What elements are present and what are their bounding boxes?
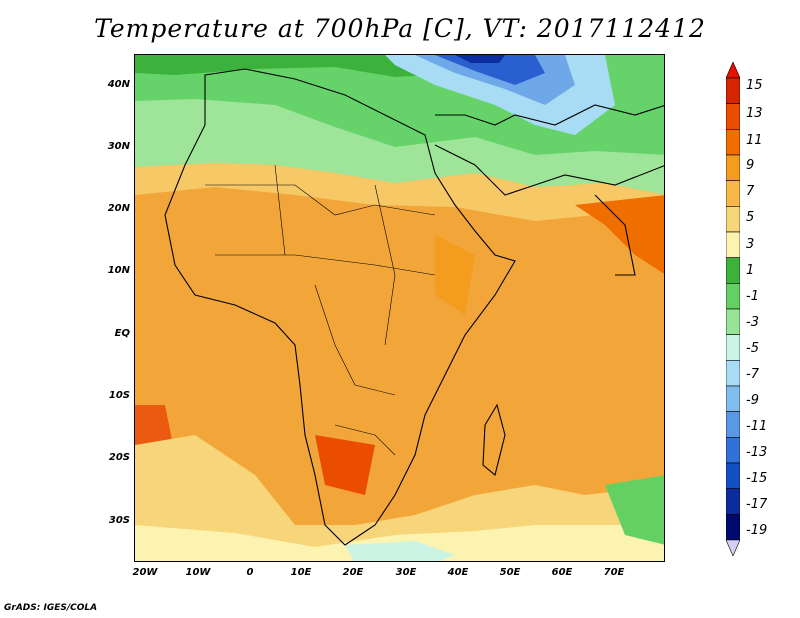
coastlines <box>164 68 664 546</box>
colorbar-swatch <box>726 334 740 361</box>
chart-title: Temperature at 700hPa [C], VT: 201711241… <box>94 14 706 43</box>
lon-label: 10E <box>290 567 312 578</box>
map-panel <box>134 54 665 562</box>
colorbar-swatch <box>726 385 740 412</box>
colorbar-swatch <box>726 411 740 438</box>
lon-label: 70E <box>603 567 625 578</box>
field-cold-3 <box>435 55 545 85</box>
colorbar-label: -7 <box>746 367 759 382</box>
country-borders <box>205 164 436 456</box>
field-warm-kalahari <box>315 435 375 495</box>
colorbar-label: -15 <box>746 471 768 486</box>
colorbar-label: 13 <box>746 106 763 121</box>
lon-label: 60E <box>551 567 573 578</box>
colorbar-label: 11 <box>746 133 763 148</box>
colorbar-over-triangle <box>726 62 740 79</box>
field-warm-ethiopia <box>435 235 475 315</box>
lat-label: 10N <box>107 265 130 276</box>
colorbar-label: -5 <box>746 341 759 356</box>
field-band-yellow <box>135 163 664 225</box>
colorbar-swatch <box>726 257 740 284</box>
colorbar-swatch <box>726 462 740 489</box>
colorbar-label: -13 <box>746 445 768 460</box>
lat-label: 20S <box>108 452 130 463</box>
colorbar-label: -17 <box>746 497 768 512</box>
colorbar-swatch <box>726 231 740 258</box>
field-warm-india <box>575 195 664 274</box>
colorbar-label: -1 <box>746 289 759 304</box>
lat-label: EQ <box>114 328 130 339</box>
lon-label: 0 <box>246 567 254 578</box>
lat-label: 10S <box>108 390 130 401</box>
lon-label: 20E <box>342 567 364 578</box>
colorbar-swatch <box>726 129 740 156</box>
colorbar-swatch <box>726 206 740 233</box>
lat-label: 40N <box>107 79 130 90</box>
colorbar-label: -19 <box>746 523 768 538</box>
colorbar-label: 3 <box>746 237 755 252</box>
lat-label: 20N <box>107 203 130 214</box>
colorbar-label: 1 <box>746 263 755 278</box>
field-band-n3 <box>135 55 475 77</box>
field-band-s3 <box>345 541 455 561</box>
colorbar-swatch <box>726 308 740 335</box>
colorbar-swatch <box>726 77 740 104</box>
lat-label: 30S <box>108 515 130 526</box>
color-bar <box>726 62 740 556</box>
colorbar-label: 7 <box>746 184 755 199</box>
colorbar-swatch <box>726 437 740 464</box>
field-cold-4 <box>455 55 505 63</box>
colorbar-swatch <box>726 180 740 207</box>
colorbar-label: -11 <box>746 419 768 434</box>
colorbar-swatch <box>726 154 740 181</box>
colorbar-swatch <box>726 488 740 515</box>
lon-label: 30E <box>395 567 417 578</box>
colorbar-label: 9 <box>746 158 755 173</box>
colorbar-swatch <box>726 283 740 310</box>
lon-label: 40E <box>447 567 469 578</box>
lon-label: 10W <box>185 567 211 578</box>
colorbar-swatch <box>726 514 740 541</box>
field-cool-indian-ocean <box>605 475 664 545</box>
colorbar-label: 5 <box>746 210 755 225</box>
lon-label: 50E <box>499 567 521 578</box>
lat-label: 30N <box>107 141 130 152</box>
footer-credit: GrADS: IGES/COLA <box>4 603 98 613</box>
temperature-map <box>135 55 664 561</box>
colorbar-under-triangle <box>726 539 740 556</box>
colorbar-swatch <box>726 360 740 387</box>
colorbar-label: -9 <box>746 393 759 408</box>
colorbar-label: 15 <box>746 78 763 93</box>
colorbar-swatch <box>726 103 740 130</box>
colorbar-label: -3 <box>746 315 759 330</box>
lon-label: 20W <box>132 567 158 578</box>
